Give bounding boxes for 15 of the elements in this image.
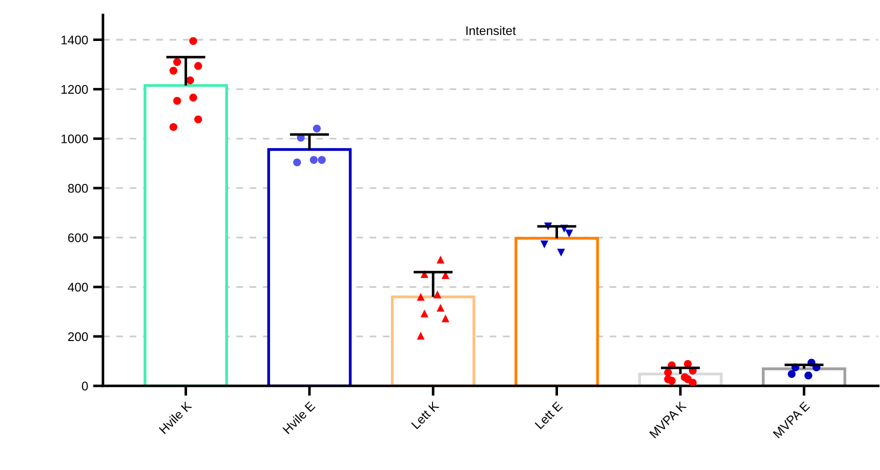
y-tick-label: 400 <box>68 282 88 292</box>
y-tick-label: 1000 <box>62 134 88 144</box>
x-tick-label: Lett E <box>534 401 563 430</box>
bar <box>144 84 228 386</box>
bar <box>267 148 352 386</box>
y-tick-label: 800 <box>68 184 88 193</box>
y-tick-label: 600 <box>68 233 88 242</box>
x-tick-label: Lett K <box>411 400 440 430</box>
text: Intensitet <box>466 26 516 36</box>
y-tick-label: 0 <box>82 382 88 391</box>
y-tick-label: 1200 <box>62 85 88 94</box>
bar <box>390 295 476 386</box>
bar <box>514 236 599 386</box>
y-tick-label: 200 <box>68 332 88 342</box>
y-tick-label: 1400 <box>62 36 88 44</box>
